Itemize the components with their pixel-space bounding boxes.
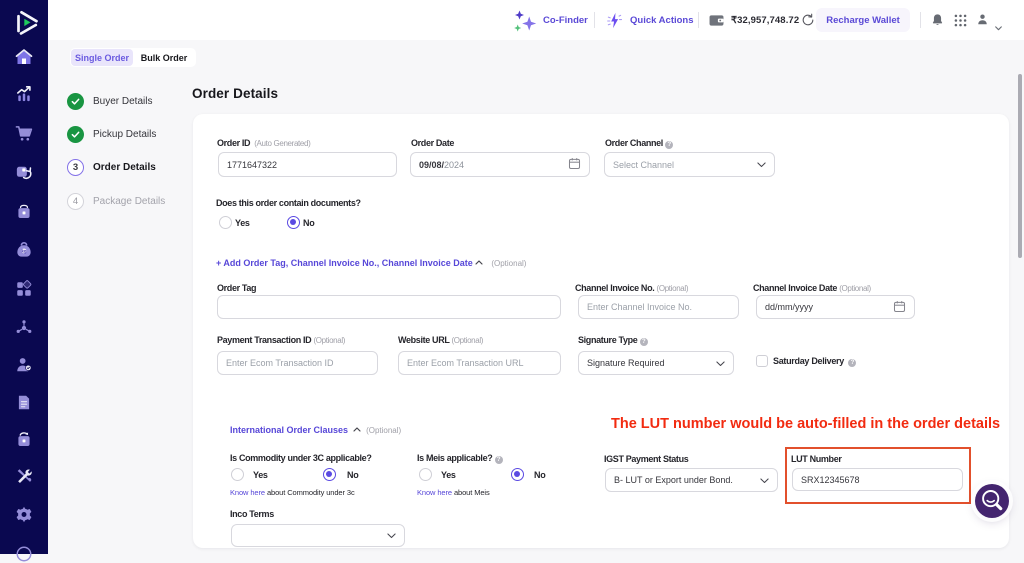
svg-text:kg: kg [22, 249, 27, 254]
